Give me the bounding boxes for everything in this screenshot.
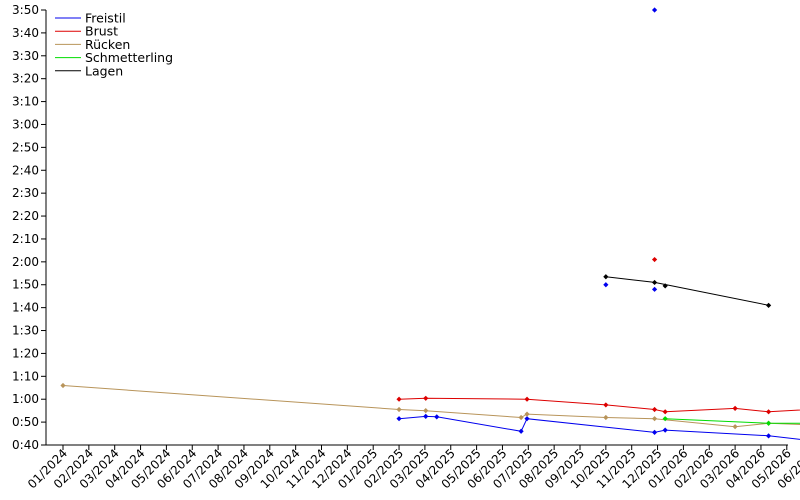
y-tick-label: 1:40	[12, 301, 39, 315]
data-point-freistil	[434, 414, 440, 420]
data-point-freistil	[651, 429, 658, 436]
data-point-r-cken	[396, 406, 402, 413]
y-tick-label: 3:50	[12, 3, 39, 17]
y-tick-label: 2:40	[12, 163, 39, 177]
series-lines	[62, 276, 800, 440]
data-point-freistil	[651, 286, 658, 292]
data-point-brust	[765, 409, 772, 415]
y-tick-label: 1:30	[12, 324, 39, 338]
data-point-lagen	[603, 274, 609, 280]
y-tick-label: 1:00	[12, 392, 39, 406]
y-tick-label: 2:30	[12, 186, 39, 200]
y-tick-label: 2:00	[12, 255, 39, 269]
data-point-r-cken	[60, 382, 66, 389]
data-point-r-cken	[524, 411, 530, 417]
data-point-freistil	[423, 413, 429, 419]
data-point-brust	[603, 402, 609, 408]
series-line-r-cken	[62, 385, 800, 428]
data-point-brust	[732, 405, 738, 411]
legend-label: Brust	[85, 24, 118, 39]
y-tick-label: 2:50	[12, 140, 39, 154]
data-point-brust	[662, 409, 668, 415]
y-tick-label: 0:40	[12, 438, 39, 452]
legend-label: Rücken	[85, 37, 130, 52]
data-point-r-cken	[423, 408, 429, 414]
data-point-r-cken	[603, 414, 609, 421]
series-points	[60, 7, 772, 439]
data-point-freistil	[662, 427, 668, 433]
y-tick-label: 3:20	[12, 72, 39, 86]
y-tick-label: 0:50	[12, 415, 39, 429]
data-point-freistil	[518, 428, 524, 434]
data-point-r-cken	[651, 416, 658, 422]
data-point-brust	[524, 396, 530, 402]
series-line-lagen	[605, 276, 769, 306]
y-tick-label: 1:10	[12, 369, 39, 383]
data-point-r-cken	[518, 414, 524, 421]
data-point-freistil	[651, 7, 658, 13]
data-point-schmetterling	[765, 420, 772, 426]
series-line-brust	[399, 397, 800, 413]
series-line-freistil	[399, 415, 800, 440]
series-line-schmetterling	[665, 418, 800, 424]
data-point-lagen	[662, 283, 668, 289]
y-tick-label: 3:40	[12, 26, 39, 40]
data-point-schmetterling	[662, 416, 668, 422]
data-point-freistil	[603, 282, 609, 288]
y-tick-label: 1:50	[12, 278, 39, 292]
legend-label: Schmetterling	[85, 50, 173, 65]
data-point-brust	[651, 256, 658, 263]
y-tick-label: 3:10	[12, 95, 39, 109]
data-point-brust	[651, 406, 658, 413]
data-point-r-cken	[732, 424, 738, 430]
data-point-lagen	[765, 302, 772, 308]
data-point-freistil	[765, 433, 772, 439]
data-point-freistil	[396, 416, 402, 422]
legend-label: Freistil	[85, 11, 126, 26]
y-tick-label: 1:20	[12, 346, 39, 360]
y-tick-label: 2:20	[12, 209, 39, 223]
legend-label: Lagen	[85, 63, 123, 78]
data-point-lagen	[651, 279, 658, 286]
data-point-freistil	[524, 416, 530, 422]
y-tick-label: 3:00	[12, 117, 39, 131]
y-tick-label: 3:30	[12, 49, 39, 63]
data-point-brust	[396, 396, 402, 402]
data-point-brust	[423, 395, 429, 401]
y-tick-label: 2:10	[12, 232, 39, 246]
